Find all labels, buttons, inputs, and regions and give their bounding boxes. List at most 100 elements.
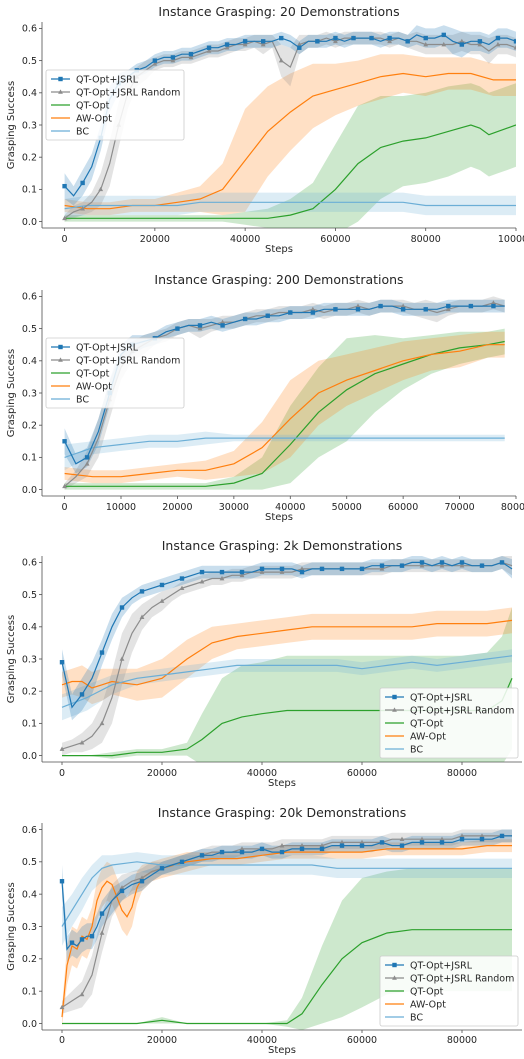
legend-label: BC <box>410 1012 423 1023</box>
marker-qt-opt-jsrl-random <box>259 569 265 574</box>
y-tick-label: 0.0 <box>22 485 37 496</box>
marker-qt-opt-jsrl <box>378 303 383 309</box>
legend-label: QT-Opt <box>76 100 110 111</box>
marker-qt-opt-jsrl-random <box>387 38 392 44</box>
marker-qt-opt-jsrl <box>359 843 365 848</box>
plot-area <box>62 25 516 228</box>
x-tick-label: 100000 <box>498 234 524 245</box>
legend-marker <box>58 89 63 94</box>
marker-qt-opt-jsrl <box>369 35 374 41</box>
marker-qt-opt-jsrl <box>62 439 67 444</box>
y-tick-label: 0.6 <box>22 825 37 836</box>
marker-qt-opt-jsrl-random <box>279 843 285 848</box>
marker-qt-opt-jsrl <box>315 39 320 44</box>
legend-label: QT-Opt <box>410 718 444 729</box>
band-qt-opt-jsrl <box>64 25 516 206</box>
marker-qt-opt-jsrl <box>119 888 125 894</box>
legend-label: AW-Opt <box>410 999 446 1010</box>
x-tick-label: 0 <box>62 502 68 513</box>
legend-label: QT-Opt+JSRL Random <box>410 973 514 984</box>
band-aw-opt <box>64 331 505 484</box>
marker-qt-opt-jsrl-random <box>477 41 483 47</box>
marker-qt-opt-jsrl <box>219 849 225 855</box>
marker-qt-opt-jsrl <box>339 566 345 572</box>
x-axis-label: Steps <box>265 244 293 255</box>
marker-qt-opt-jsrl-random <box>188 54 194 60</box>
marker-qt-opt-jsrl <box>84 455 90 460</box>
marker-qt-opt-jsrl <box>259 566 265 572</box>
marker-qt-opt-jsrl <box>159 866 165 871</box>
x-tick-label: 0 <box>59 1035 65 1046</box>
marker-qt-opt-jsrl <box>423 35 428 41</box>
marker-qt-opt-jsrl <box>379 563 385 568</box>
marker-qt-opt-jsrl-random <box>62 483 67 489</box>
x-tick-label: 60000 <box>347 1035 377 1046</box>
x-tick-label: 40000 <box>247 768 277 779</box>
marker-qt-opt-jsrl <box>265 313 270 318</box>
y-axis-label: Grasping Success <box>6 349 17 437</box>
marker-qt-opt-jsrl-random <box>79 740 85 745</box>
marker-qt-opt-jsrl <box>199 853 205 858</box>
x-tick-label: 0 <box>62 234 68 245</box>
x-tick-label: 20000 <box>140 234 170 245</box>
marker-qt-opt-jsrl <box>224 42 230 47</box>
legend: QT-Opt+JSRL QT-Opt+JSRL Random QT-Opt AW-Op… <box>379 955 519 1027</box>
marker-qt-opt-jsrl-random <box>119 656 125 661</box>
marker-qt-opt-jsrl <box>405 39 410 44</box>
marker-qt-opt-jsrl <box>459 560 465 565</box>
marker-qt-opt-jsrl <box>299 569 305 575</box>
y-tick-label: 0.3 <box>22 922 37 933</box>
marker-qt-opt-jsrl-random <box>459 563 465 568</box>
marker-qt-opt-jsrl-random <box>495 41 501 47</box>
marker-qt-opt-jsrl <box>400 307 406 312</box>
legend: QT-Opt+JSRL QT-Opt+JSRL Random QT-Opt AW-Op… <box>379 687 519 759</box>
marker-qt-opt-jsrl-random <box>333 38 338 44</box>
y-tick-label: 0.0 <box>22 751 37 762</box>
band-aw-opt <box>64 54 516 216</box>
line-aw-opt <box>61 619 513 689</box>
marker-qt-opt-jsrl <box>188 51 194 57</box>
marker-qt-opt-jsrl <box>199 569 205 575</box>
marker-qt-opt-jsrl <box>446 303 451 309</box>
legend-label: QT-Opt+JSRL <box>76 342 139 353</box>
y-tick-label: 0.0 <box>22 217 37 228</box>
x-tick-label: 40000 <box>247 1035 277 1046</box>
marker-qt-opt-jsrl-random <box>197 326 203 331</box>
marker-qt-opt-jsrl-random <box>400 303 406 308</box>
legend-marker <box>392 962 397 968</box>
chart-title: Instance Grasping: 20 Demonstrations <box>158 4 399 19</box>
marker-qt-opt-jsrl <box>399 843 405 848</box>
marker-qt-opt-jsrl-random <box>441 41 447 47</box>
marker-qt-opt-jsrl <box>459 836 465 842</box>
marker-qt-opt-jsrl <box>59 879 65 884</box>
marker-qt-opt-jsrl <box>351 35 356 41</box>
marker-qt-opt-jsrl-random <box>80 206 86 211</box>
marker-qt-opt-jsrl <box>80 180 85 186</box>
x-tick-label: 80000 <box>411 234 441 245</box>
legend-label: QT-Opt <box>410 986 444 997</box>
marker-qt-opt-jsrl-random <box>355 303 361 308</box>
marker-qt-opt-jsrl-random <box>98 186 104 192</box>
legend-marker <box>392 975 397 980</box>
marker-qt-opt-jsrl-random <box>260 41 266 47</box>
chart-panel-3: Instance Grasping: 2k Demonstrations 0 200… <box>6 538 522 789</box>
marker-qt-opt-jsrl <box>513 39 516 44</box>
line-qt-opt <box>62 929 512 1025</box>
marker-qt-opt-jsrl-random <box>513 45 516 50</box>
marker-qt-opt-jsrl <box>359 566 365 572</box>
marker-qt-opt-jsrl <box>59 660 65 665</box>
line-qt-opt <box>64 124 516 219</box>
marker-qt-opt-jsrl <box>197 323 203 328</box>
marker-qt-opt-jsrl-random <box>419 836 425 841</box>
legend-box <box>379 687 519 759</box>
legend-marker <box>392 707 397 712</box>
marker-qt-opt-jsrl <box>99 911 105 916</box>
marker-qt-opt-jsrl-random <box>239 846 245 851</box>
line-bc <box>61 861 512 927</box>
marker-qt-opt-jsrl <box>499 560 505 565</box>
legend-marker <box>392 694 397 700</box>
y-tick-label: 0.4 <box>22 622 37 633</box>
line-qt-opt-jsrl <box>64 34 516 197</box>
line-qt-opt-jsrl-random <box>61 835 512 1008</box>
legend-marker <box>58 344 63 350</box>
